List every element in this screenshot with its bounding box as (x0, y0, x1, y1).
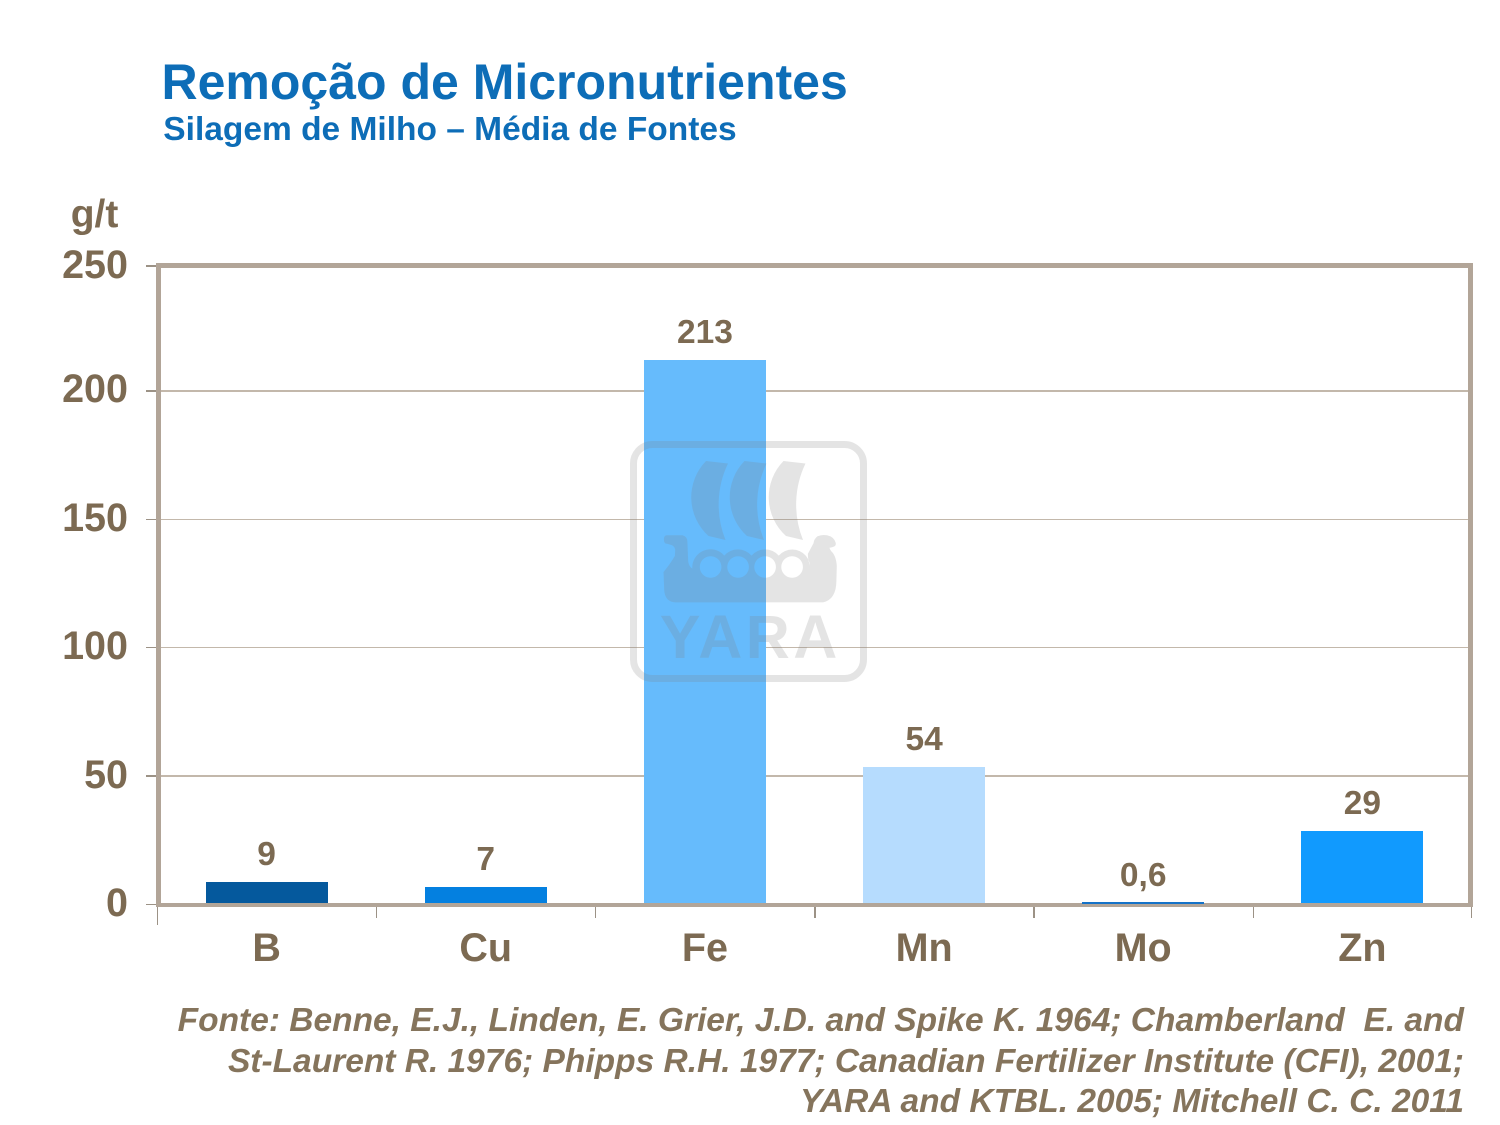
svg-text:YARA: YARA (659, 603, 840, 671)
